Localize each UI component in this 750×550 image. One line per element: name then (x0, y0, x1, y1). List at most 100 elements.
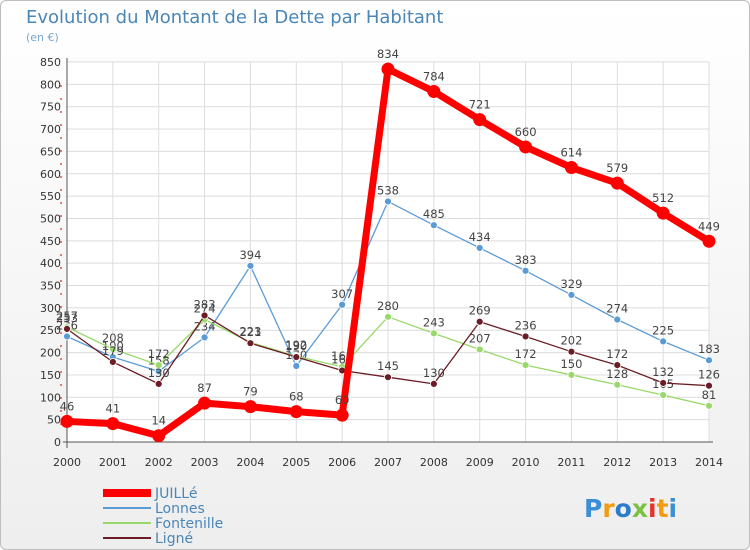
data-label: 236 (515, 318, 537, 332)
y-tick-label: 250 (40, 324, 61, 337)
data-point (705, 356, 713, 365)
y-tick-label: 750 (40, 101, 61, 114)
data-label: 208 (102, 331, 124, 345)
data-point (60, 414, 74, 428)
data-point (567, 291, 576, 299)
data-label: 81 (702, 388, 717, 402)
data-point (610, 176, 624, 190)
legend-label: Ligné (155, 531, 193, 547)
data-point (659, 337, 668, 346)
data-label: 253 (56, 311, 78, 325)
data-point (154, 379, 163, 388)
data-point (567, 371, 576, 379)
data-point (613, 315, 622, 324)
data-label: 145 (377, 359, 399, 373)
data-point (521, 332, 530, 341)
y-tick-label: 700 (40, 123, 61, 136)
data-point (384, 312, 392, 321)
data-label: 202 (560, 334, 582, 348)
data-point (292, 362, 301, 370)
x-tick-label: 2014 (695, 456, 723, 469)
data-point (705, 381, 713, 390)
data-label: 172 (606, 347, 628, 361)
data-label: 784 (423, 70, 445, 84)
data-label: 538 (377, 183, 399, 197)
data-label: 192 (285, 338, 307, 352)
data-label: 41 (106, 402, 121, 416)
legend-label: JUILLé (154, 486, 197, 502)
data-label: 394 (239, 248, 261, 262)
data-point (246, 339, 255, 348)
data-point (292, 353, 301, 361)
data-label: 128 (606, 367, 628, 381)
data-point (705, 401, 713, 410)
data-label: 126 (698, 368, 720, 382)
data-label: 60 (335, 393, 350, 407)
data-point (475, 345, 484, 354)
y-tick-label: 650 (40, 145, 61, 158)
data-label: 172 (148, 347, 170, 361)
data-point (200, 311, 209, 320)
data-point (108, 358, 117, 366)
y-tick-label: 400 (40, 257, 61, 270)
data-label: 79 (243, 385, 258, 399)
data-point (63, 324, 71, 333)
data-point (475, 244, 484, 252)
y-tick-label: 150 (40, 369, 61, 382)
proxiti-logo: Proxiti (584, 494, 677, 523)
x-tick-label: 2002 (145, 456, 173, 469)
data-point (659, 391, 668, 399)
x-tick-label: 2005 (282, 456, 310, 469)
data-label: 269 (469, 304, 491, 318)
y-tick-label: 550 (40, 190, 61, 203)
data-label: 221 (239, 325, 261, 339)
data-point (200, 333, 209, 342)
data-label: 223 (239, 324, 261, 338)
data-point (475, 317, 484, 326)
svg-text:Proxiti: Proxiti (584, 494, 677, 523)
data-label: 190 (285, 339, 307, 353)
x-tick-label: 2013 (649, 456, 677, 469)
x-tick-label: 2012 (603, 456, 631, 469)
data-label: 280 (377, 299, 399, 313)
data-point (106, 417, 120, 431)
data-point (521, 266, 530, 275)
data-label: 660 (515, 125, 537, 139)
data-label: 383 (515, 253, 537, 267)
data-point (521, 361, 530, 370)
data-point (429, 221, 438, 230)
y-tick-label: 350 (40, 280, 61, 293)
data-label: 243 (423, 315, 445, 329)
data-label: 721 (469, 98, 491, 112)
x-tick-label: 2006 (328, 456, 356, 469)
data-label: 579 (606, 161, 628, 175)
data-point (429, 329, 438, 338)
data-label: 130 (148, 366, 170, 380)
data-point (338, 300, 347, 309)
data-point (243, 400, 257, 414)
data-point (564, 161, 578, 175)
legend-label: Fontenille (155, 516, 223, 532)
y-tick-label: 800 (40, 78, 61, 91)
legend-label: Lonnes (155, 501, 205, 517)
x-tick-label: 2011 (557, 456, 585, 469)
y-tick-label: 100 (40, 391, 61, 404)
data-label: 449 (698, 219, 720, 233)
data-label: 87 (197, 381, 212, 395)
data-label: 130 (423, 366, 445, 380)
x-tick-label: 2010 (512, 456, 540, 469)
y-tick-label: 600 (40, 168, 61, 181)
x-tick-label: 2001 (99, 456, 127, 469)
data-point (613, 380, 622, 389)
data-label: 512 (652, 191, 674, 205)
grid (66, 61, 710, 443)
chart-subtitle: (en €) (26, 31, 59, 44)
data-label: 46 (60, 399, 75, 413)
data-point (429, 379, 438, 388)
x-tick-label: 2003 (191, 456, 219, 469)
y-tick-label: 50 (47, 414, 61, 427)
y-tick-label: 200 (40, 347, 61, 360)
